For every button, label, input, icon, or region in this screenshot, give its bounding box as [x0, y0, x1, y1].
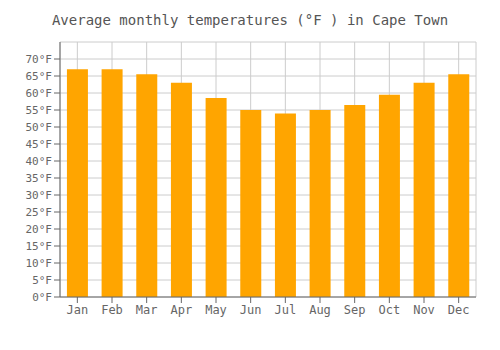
svg-text:15°F: 15°F — [26, 240, 53, 253]
svg-text:30°F: 30°F — [26, 189, 53, 202]
svg-text:35°F: 35°F — [26, 172, 53, 185]
svg-text:65°F: 65°F — [26, 70, 53, 83]
svg-text:Apr: Apr — [170, 303, 192, 317]
svg-text:Feb: Feb — [101, 303, 123, 317]
html-text:Average monthly temperatures (: Average monthly temperatures (°F ) in Ca… — [51, 12, 449, 28]
svg-text:55°F: 55°F — [26, 104, 53, 117]
svg-text:60°F: 60°F — [26, 87, 53, 100]
svg-text:Sep: Sep — [344, 303, 366, 317]
svg-text:Jun: Jun — [240, 303, 262, 317]
svg-text:Nov: Nov — [413, 303, 435, 317]
svg-text:25°F: 25°F — [26, 206, 53, 219]
svg-text:Jan: Jan — [66, 303, 88, 317]
svg-text:Aug: Aug — [309, 303, 331, 317]
svg-text:70°F: 70°F — [26, 53, 53, 66]
svg-text:20°F: 20°F — [26, 223, 53, 236]
svg-text:10°F: 10°F — [26, 257, 53, 270]
svg-text:5°F: 5°F — [32, 274, 52, 287]
svg-text:0°F: 0°F — [32, 291, 52, 304]
svg-text:Mar: Mar — [136, 303, 158, 317]
svg-text:May: May — [205, 303, 227, 317]
svg-text:Oct: Oct — [378, 303, 400, 317]
svg-text:50°F: 50°F — [26, 121, 53, 134]
svg-text:45°F: 45°F — [26, 138, 53, 151]
svg-text:Jul: Jul — [274, 303, 296, 317]
svg-text:40°F: 40°F — [26, 155, 53, 168]
svg-text:Dec: Dec — [448, 303, 470, 317]
